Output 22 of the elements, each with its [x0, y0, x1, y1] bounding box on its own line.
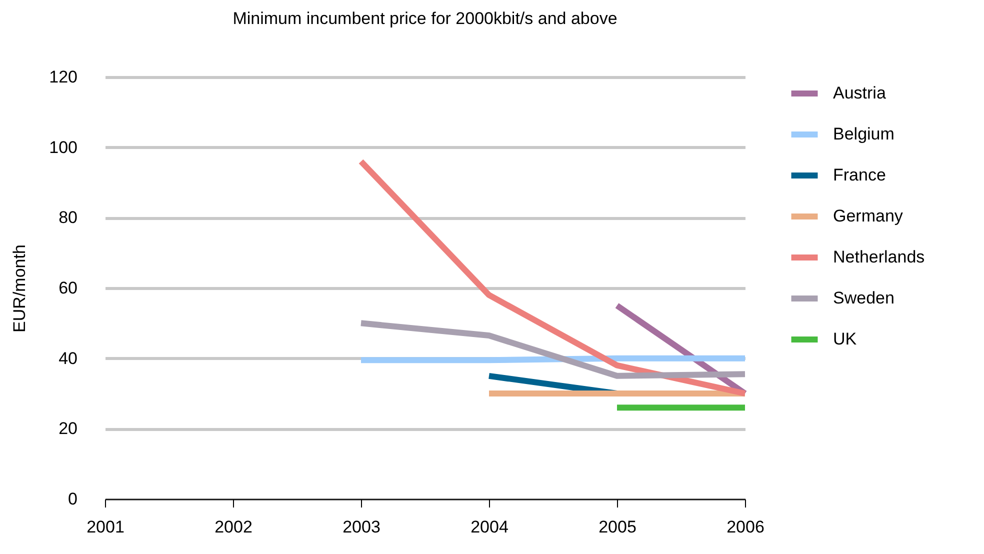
y-tick-label: 80	[58, 208, 78, 228]
y-tick-label: 120	[49, 68, 78, 86]
y-tick-label: 100	[49, 138, 78, 157]
x-tick-label: 2005	[598, 518, 636, 536]
y-tick-label: 0	[68, 490, 78, 508]
x-tick-label: 2001	[86, 518, 124, 536]
legend-label: UK	[833, 330, 858, 348]
legend-label: Germany	[833, 206, 904, 226]
x-tick-label: 2002	[214, 518, 252, 536]
legend-label: Austria	[833, 84, 886, 102]
y-tick-label: 20	[58, 419, 78, 438]
legend-label: Sweden	[833, 288, 894, 308]
y-tick-label: 40	[58, 348, 78, 368]
legend-label: France	[833, 166, 886, 184]
y-axis-title: EUR/month	[10, 244, 30, 332]
x-tick-label: 2003	[342, 518, 380, 536]
x-tick-label: 2006	[726, 518, 764, 536]
y-tick-label: 60	[58, 278, 78, 298]
legend-label: Netherlands	[833, 248, 925, 266]
chart-title: Minimum incumbent price for 2000kbit/s and above	[232, 9, 618, 28]
legend-label: Belgium	[833, 124, 894, 144]
x-tick-label: 2004	[470, 518, 508, 536]
